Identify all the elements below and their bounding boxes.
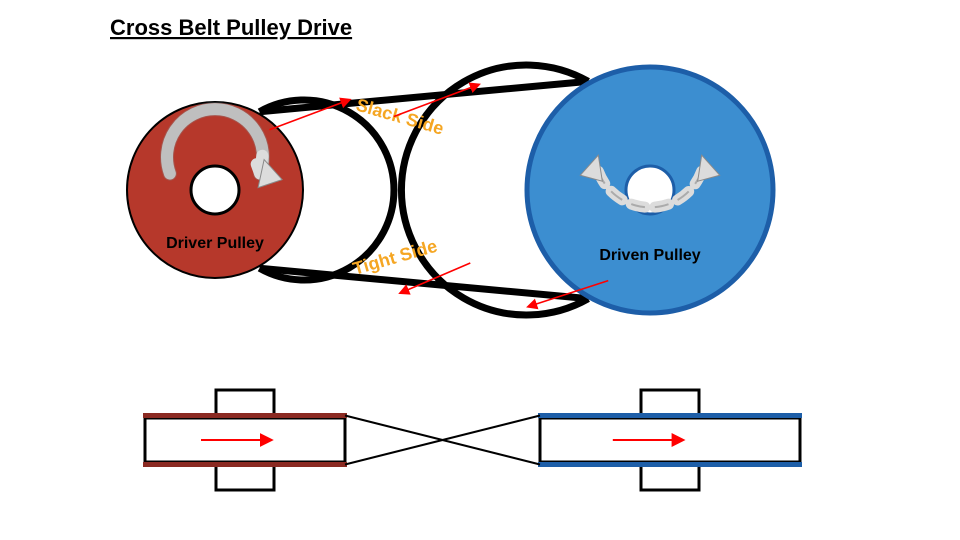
driver-label: Driver Pulley (166, 235, 264, 252)
driver-shaft (191, 166, 239, 214)
diagram-title: Cross Belt Pulley Drive (110, 15, 352, 40)
driven-label: Driven Pulley (599, 247, 700, 264)
tight-side-label: Tight Side (351, 236, 440, 279)
